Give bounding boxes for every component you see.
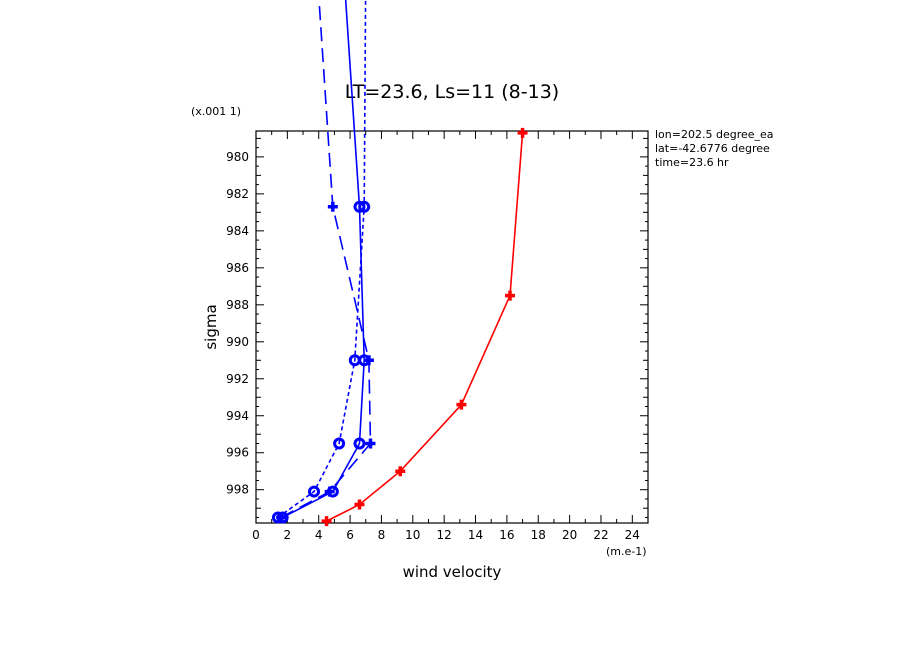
x-axis-label: wind velocity [403,563,502,581]
y-tick-label: 982 [226,187,249,201]
y-tick-label: 992 [226,372,249,386]
series-1 [321,127,528,527]
series-2 [276,0,371,524]
series-line [280,0,372,519]
x-tick-label: 4 [315,528,323,542]
series-line [277,0,367,519]
y-tick-label: 990 [226,335,249,349]
y-tick-label: 998 [226,483,249,497]
x-tick-label: 0 [252,528,260,542]
series-marker [327,201,338,212]
x-tick-label: 24 [625,528,640,542]
series-marker [517,127,528,138]
series-marker [365,438,376,449]
annotation-lon: lon=202.5 degree_ea [655,128,774,141]
series-marker [321,516,332,527]
y-tick-label: 994 [226,409,249,423]
x-tick-label: 8 [378,528,386,542]
series-marker [333,437,346,450]
series-line [326,132,524,522]
x-tick-label: 6 [346,528,354,542]
x-tick-label: 14 [468,528,483,542]
annotation-lat: lat=-42.6776 degree [655,142,770,155]
y-tick-label: 996 [226,446,249,460]
series-marker [505,290,516,301]
plot-area: 0 2 4 6 8 10 12 14 16 18 20 22 249809829849869889909… [226,0,649,542]
y-axis-label: sigma [202,304,220,349]
series-marker [358,200,371,213]
y-tick-label: 986 [226,261,249,275]
series-marker [363,355,374,366]
x-tick-label: 18 [531,528,546,542]
annotation-time: time=23.6 hr [655,156,729,169]
x-tick-label: 2 [284,528,292,542]
y-scale-note: (x.001 1) [191,105,241,118]
chart-title: LT=23.6, Ls=11 (8-13) [345,81,559,103]
series-marker [348,354,361,367]
y-tick-label: 980 [226,150,249,164]
series-line [282,0,365,519]
plot-frame [255,130,649,524]
series-marker [308,485,321,498]
series-marker [395,466,406,477]
x-units-label: (m.e-1) [606,545,647,558]
y-tick-label: 984 [226,224,249,238]
x-tick-label: 22 [593,528,608,542]
series-marker [324,486,335,497]
series-marker [456,399,467,410]
series-4 [271,0,371,524]
x-tick-label: 10 [405,528,420,542]
x-tick-label: 20 [562,528,577,542]
y-tick-label: 988 [226,298,249,312]
series-marker [353,437,366,450]
series-marker [271,511,284,524]
series-marker [354,499,365,510]
x-tick-label: 16 [499,528,514,542]
x-tick-label: 12 [437,528,452,542]
